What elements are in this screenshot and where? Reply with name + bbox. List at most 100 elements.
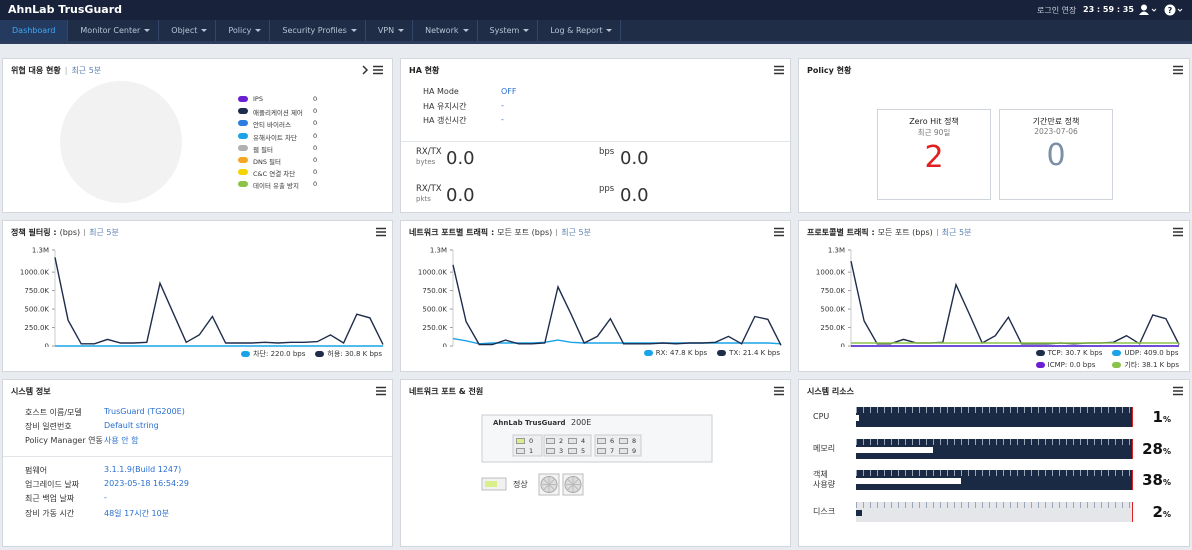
nav-item[interactable]: System	[478, 20, 539, 41]
legend-item[interactable]: 기타: 38.1 K bps	[1112, 360, 1179, 370]
nav-item[interactable]: Object	[159, 20, 217, 41]
stat-unit: bytes	[416, 158, 436, 166]
panel-subtitle: 모든 포트 (bps)	[497, 228, 553, 237]
panel-menu[interactable]	[774, 386, 784, 396]
port-label: 9	[632, 447, 637, 455]
svg-text:?: ?	[1168, 6, 1173, 15]
port-label: 4	[581, 437, 586, 445]
resource-percent: 28%	[1142, 440, 1171, 458]
resource-fill	[856, 509, 862, 516]
separator	[556, 229, 558, 236]
legend-value: 0	[313, 95, 318, 103]
panel-menu[interactable]	[376, 386, 386, 396]
port-label: 5	[581, 447, 586, 455]
resource-value: 28	[1142, 439, 1163, 458]
port-icon	[597, 438, 606, 444]
nav-item[interactable]: VPN	[366, 20, 414, 41]
y-tick-label: 500.0K	[820, 306, 845, 314]
legend-swatch	[1112, 350, 1122, 356]
legend-item[interactable]: ICMP: 0.0 bps	[1035, 360, 1103, 370]
panel-menu[interactable]	[1173, 227, 1183, 237]
panel-menu[interactable]	[376, 227, 386, 237]
legend-value: 0	[313, 156, 318, 164]
policy-card[interactable]: Zero Hit 정책 최근 90일 2	[877, 109, 991, 200]
period: 최근 5분	[71, 66, 102, 75]
panel-title: 정책 필터링 :	[11, 228, 57, 237]
clock: 23 : 59 : 35	[1083, 5, 1134, 14]
legend-item[interactable]: TX: 21.4 K bps	[717, 349, 780, 357]
policy-panel: Policy 현황 Zero Hit 정책 최근 90일 2 기간만료 정책 2023-…	[798, 58, 1190, 213]
ha-label: HA 갱신시간	[423, 116, 467, 125]
panel-menu[interactable]	[1173, 386, 1183, 396]
legend-swatch	[238, 144, 248, 151]
legend-item[interactable]: TCP: 30.7 K bps	[1035, 349, 1102, 357]
panel-title: 프로토콜별 트래픽 :	[807, 228, 875, 237]
port-icon	[568, 438, 577, 444]
resource-limit	[1132, 501, 1133, 522]
device-model: 200E	[571, 418, 592, 427]
stat-label: RX/TX	[416, 184, 442, 194]
panel-menu[interactable]	[774, 227, 784, 237]
threat-panel: 위협 대응 현황 | 최근 5분 IPS 0 애플리케이션 제어 0 안티 바이러스 0 유해사…	[2, 58, 393, 213]
port-icon	[597, 448, 606, 454]
panel-menu[interactable]	[362, 65, 386, 75]
panel-title: 시스템 리소스	[807, 387, 854, 396]
legend-label: 차단: 220.0 bps	[253, 350, 306, 358]
nav-item[interactable]: Log & Report	[538, 20, 622, 41]
legend-label: 안티 바이러스	[253, 121, 291, 130]
panel-title: Policy 현황	[807, 66, 852, 75]
series-line	[452, 264, 782, 346]
resource-track	[856, 470, 1132, 490]
login-extend[interactable]: 로그인 연장	[1037, 6, 1077, 15]
card-subtitle: 2023-07-06	[1034, 127, 1078, 136]
resource-label: 메모리	[813, 443, 836, 453]
y-tick-label: 0	[45, 343, 49, 348]
legend-label: 유해사이트 차단	[253, 133, 297, 142]
stat-label: bps	[599, 147, 615, 157]
legend-item[interactable]: UDP: 409.0 bps	[1112, 349, 1179, 357]
nav-item[interactable]: Network	[413, 20, 478, 41]
card-title: 기간만료 정책	[1032, 117, 1080, 126]
y-tick-label: 1000.0K	[20, 269, 49, 277]
legend-label: 웹 필터	[253, 145, 274, 154]
resource-label: 디스크	[813, 506, 836, 516]
resource-limit	[1132, 470, 1133, 490]
panel-subtitle: 모든 포트 (bps)	[877, 228, 933, 237]
nav-item[interactable]: Policy	[216, 20, 271, 41]
nav-item[interactable]: Dashboard	[0, 20, 69, 41]
info-value: 사용 안 함	[104, 436, 139, 446]
panel-header: 정책 필터링 : (bps) 최근 5분	[11, 227, 119, 238]
panel-header: 시스템 정보	[11, 386, 51, 397]
info-label: 업그레이드 날짜	[25, 480, 80, 490]
info-label: 최근 백업 날짜	[25, 494, 75, 504]
info-value: TrusGuard (TG200E)	[104, 407, 185, 416]
stat-value: 0.0	[620, 148, 649, 169]
nav-item[interactable]: Security Profiles	[270, 20, 366, 41]
info-value: 48일 17시간 10분	[104, 508, 170, 518]
chart-panel: 네트워크 포트별 트래픽 : 모든 포트 (bps) 최근 5분 0 250.0K 500…	[400, 220, 791, 372]
series-line	[850, 260, 1180, 345]
legend-item[interactable]: 허용: 30.8 K bps	[315, 349, 382, 359]
period: 최근 5분	[89, 228, 119, 237]
policy-card[interactable]: 기간만료 정책 2023-07-06 0	[999, 109, 1113, 200]
y-tick-label: 0	[443, 343, 447, 348]
panel-menu[interactable]	[774, 65, 784, 75]
stat-value: 0.0	[620, 185, 649, 206]
panel-menu[interactable]	[1173, 65, 1183, 75]
chart-panel: 정책 필터링 : (bps) 최근 5분 0 250.0K 500.0K 750.0K 100…	[2, 220, 393, 372]
port-icon	[516, 438, 525, 444]
legend-item[interactable]: RX: 47.8 K bps	[643, 349, 707, 357]
legend-label: 허용: 30.8 K bps	[327, 350, 382, 358]
card-value: 2	[924, 140, 944, 175]
y-tick-label: 750.0K	[422, 287, 447, 295]
port-icon	[516, 448, 525, 454]
legend-item[interactable]: 차단: 220.0 bps	[241, 349, 305, 359]
nav-item[interactable]: Monitor Center	[68, 20, 160, 41]
legend-value: 0	[313, 119, 318, 128]
header-icons[interactable]: ?	[1138, 4, 1188, 16]
separator	[84, 229, 86, 236]
ha-value: OFF	[501, 87, 517, 96]
stat-value: 0.0	[446, 148, 475, 169]
port-icon	[546, 448, 555, 454]
card-subtitle: 최근 90일	[917, 128, 951, 137]
